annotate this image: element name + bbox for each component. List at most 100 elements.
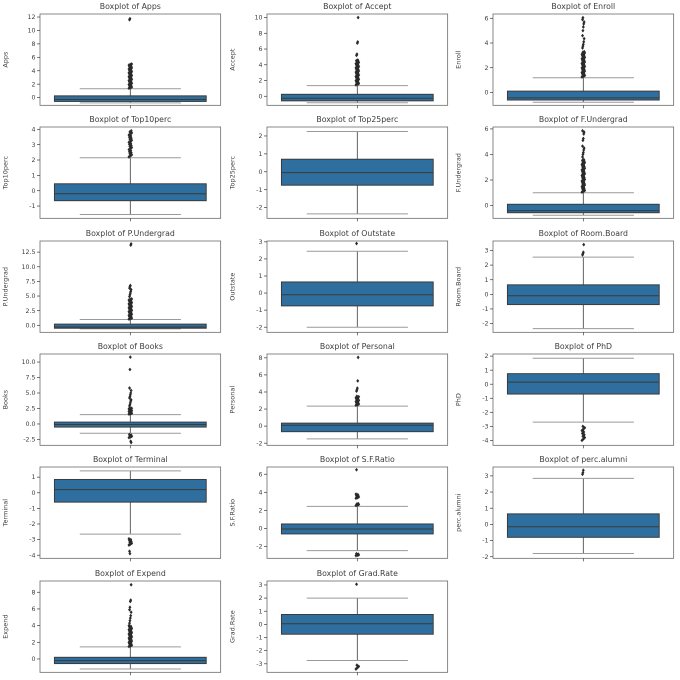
outlier-marker bbox=[581, 33, 585, 38]
subplot-phd: -4 -3 -2 -1 0 1 2 Boxplot of PhD PhD bbox=[453, 340, 680, 453]
outlier-marker bbox=[128, 605, 132, 609]
iqr-box bbox=[507, 373, 661, 395]
outlier-marker bbox=[582, 427, 586, 432]
outlier-marker bbox=[582, 250, 586, 254]
y-tick-label: 0 bbox=[485, 291, 489, 298]
outlier-marker bbox=[354, 70, 358, 75]
outlier-marker bbox=[581, 169, 585, 174]
outlier-marker bbox=[582, 157, 586, 162]
outlier-marker bbox=[127, 82, 131, 87]
outlier-marker bbox=[580, 75, 584, 79]
y-tick-label: 2 bbox=[258, 595, 262, 602]
outlier-marker bbox=[128, 290, 132, 295]
subplot-title: Boxplot of Accept bbox=[323, 2, 391, 11]
outlier-marker bbox=[356, 15, 360, 20]
outlier-marker bbox=[354, 403, 358, 408]
y-tick-label: -1 bbox=[256, 307, 262, 314]
outlier-marker bbox=[581, 28, 585, 33]
outlier-marker bbox=[128, 285, 132, 290]
subplot-title: Boxplot of PhD bbox=[555, 342, 612, 351]
y-tick-label: 0 bbox=[258, 423, 262, 430]
y-tick-label: 0 bbox=[258, 526, 262, 533]
outlier-marker bbox=[127, 537, 131, 542]
subplot-apps: 0 2 4 6 8 10 12 Boxplot of Apps Apps bbox=[0, 0, 227, 113]
outlier-marker bbox=[354, 78, 358, 83]
iqr-box bbox=[280, 93, 434, 102]
y-tick-label: -1 bbox=[483, 306, 489, 313]
outlier-marker bbox=[129, 143, 133, 148]
y-tick-label: 8 bbox=[31, 589, 35, 596]
y-tick-label: 1 bbox=[485, 367, 489, 374]
outlier-marker bbox=[582, 163, 586, 168]
y-tick-label: -1 bbox=[29, 203, 35, 210]
outlier-marker bbox=[354, 61, 358, 66]
outlier-marker bbox=[582, 136, 586, 141]
iqr-box bbox=[507, 204, 661, 214]
subplot-f-undergrad: 0 2 4 6 Boxplot of F.Undergrad F.Undergrad bbox=[453, 113, 680, 226]
y-tick-label: 0 bbox=[258, 169, 262, 176]
y-tick-label: 0 bbox=[485, 203, 489, 210]
y-tick-label: 4 bbox=[258, 389, 262, 396]
outlier-marker bbox=[580, 65, 584, 70]
y-tick-label: 8 bbox=[31, 41, 35, 48]
y-tick-label: 1 bbox=[258, 151, 262, 158]
outlier-marker bbox=[582, 430, 586, 434]
y-axis-label: PhD bbox=[455, 393, 463, 406]
subplot-accept: 0 2 4 6 8 10 Boxplot of Accept Accept bbox=[227, 0, 454, 113]
y-tick-label: -1 bbox=[483, 538, 489, 545]
y-axis-label: S.F.Ratio bbox=[228, 499, 236, 527]
outlier-marker bbox=[127, 313, 131, 317]
outlier-marker bbox=[128, 283, 132, 288]
y-tick-label: 10.0 bbox=[21, 264, 35, 271]
outlier-marker bbox=[354, 74, 358, 79]
y-axis-label: F.Undergrad bbox=[455, 153, 463, 192]
outlier-marker bbox=[581, 181, 585, 185]
y-tick-label: 2 bbox=[258, 78, 262, 85]
outlier-marker bbox=[129, 129, 133, 134]
y-tick-label: -2 bbox=[256, 647, 262, 654]
y-tick-label: 1 bbox=[31, 475, 35, 482]
y-axis-label: perc.alumni bbox=[455, 494, 463, 533]
y-tick-label: -1 bbox=[256, 187, 262, 194]
outlier-marker bbox=[582, 39, 586, 44]
outlier-marker bbox=[128, 139, 132, 144]
y-tick-label: -2 bbox=[483, 320, 489, 327]
y-tick-label: 6 bbox=[31, 606, 35, 613]
y-tick-label: -3 bbox=[483, 423, 489, 430]
outlier-marker bbox=[582, 25, 586, 29]
iqr-box bbox=[507, 90, 661, 101]
iqr-box bbox=[507, 283, 661, 305]
outlier-marker bbox=[580, 162, 584, 167]
y-tick-label: 3 bbox=[258, 239, 262, 246]
y-tick-label: 6 bbox=[258, 372, 262, 379]
iqr-box bbox=[53, 183, 207, 202]
y-tick-label: 2 bbox=[485, 65, 489, 72]
y-tick-label: 10 bbox=[27, 28, 35, 35]
y-tick-label: 4 bbox=[485, 152, 489, 159]
subplot-title: Boxplot of Enroll bbox=[552, 2, 616, 11]
y-tick-label: 6 bbox=[485, 126, 489, 133]
outlier-marker bbox=[583, 165, 587, 169]
outlier-marker bbox=[581, 155, 585, 160]
outlier-marker bbox=[583, 49, 587, 54]
outlier-marker bbox=[129, 388, 133, 393]
y-tick-label: 6 bbox=[485, 15, 489, 22]
y-tick-label: 2 bbox=[31, 157, 35, 164]
y-tick-label: 0 bbox=[31, 656, 35, 663]
outlier-marker bbox=[127, 86, 131, 91]
outlier-marker bbox=[581, 144, 585, 149]
subplot-expend: 0 2 4 6 8 Boxplot of Expend Expend bbox=[0, 567, 227, 680]
y-tick-label: 0 bbox=[485, 89, 489, 96]
outlier-marker bbox=[355, 52, 359, 57]
y-tick-label: 2 bbox=[258, 508, 262, 515]
outlier-marker bbox=[580, 168, 584, 173]
y-tick-label: -3 bbox=[29, 537, 35, 544]
y-tick-label: 7.5 bbox=[25, 375, 35, 382]
outlier-marker bbox=[127, 432, 131, 437]
outlier-marker bbox=[583, 170, 587, 175]
y-tick-label: 3 bbox=[258, 582, 262, 589]
outlier-marker bbox=[581, 472, 585, 477]
y-tick-label: 0 bbox=[31, 188, 35, 195]
subplot-top25perc: -2 -1 0 1 2 Boxplot of Top25perc Top25perc bbox=[227, 113, 454, 226]
